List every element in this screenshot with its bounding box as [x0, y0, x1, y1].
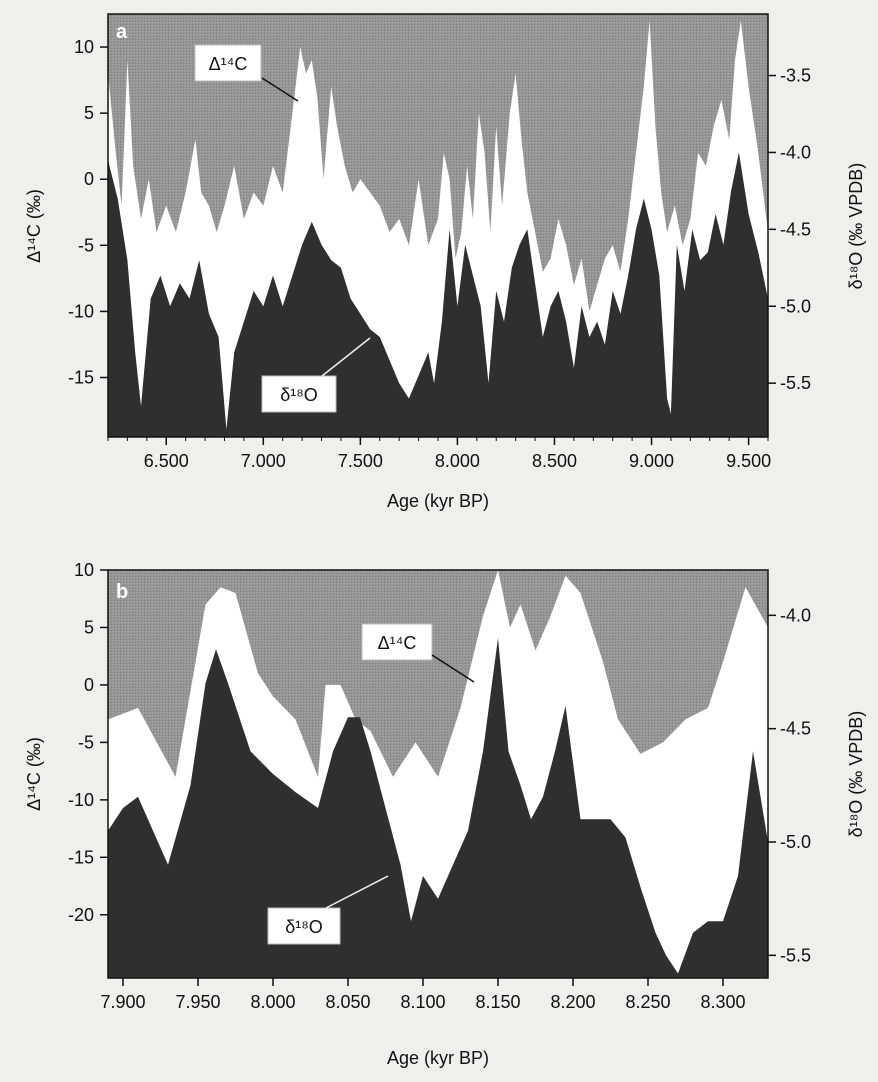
y-left-tick-label: -5 — [78, 235, 94, 255]
y-left-tick-label: -15 — [68, 847, 94, 867]
y-left-tick-label: 0 — [84, 675, 94, 695]
x-tick-label: 7.500 — [338, 451, 383, 471]
x-tick-label: 9.000 — [629, 451, 674, 471]
y-left-tick-label: 5 — [84, 617, 94, 637]
panel-b-right-axis-label: δ¹⁸O (‰ VPDB) — [846, 711, 866, 838]
panel-b-o18-curve-area — [108, 638, 768, 978]
panel-a-left-axis-label: Δ¹⁴C (‰) — [24, 189, 44, 263]
panel-b-label: b — [116, 581, 128, 603]
x-tick-label: 7.000 — [241, 451, 286, 471]
panel-b-o18-label: δ¹⁸O — [285, 917, 323, 937]
panel-b-c14-label: Δ¹⁴C — [378, 633, 417, 653]
panel-a-right-axis-ticks: -3.5 -4.0 -4.5 -5.0 -5.5 — [768, 66, 811, 393]
panel-b-x-axis-ticks: 7.900 7.950 8.000 8.050 8.100 8.150 8.200 8.250… — [100, 978, 746, 1012]
y-right-tick-label: -4.5 — [780, 719, 811, 739]
x-tick-label: 8.050 — [325, 992, 370, 1012]
x-tick-label: 6.500 — [144, 451, 189, 471]
y-left-tick-label: -10 — [68, 790, 94, 810]
panel-a-x-axis-ticks: 6.500 7.000 7.500 8.000 8.500 9.000 9.500 — [107, 437, 771, 471]
panel-a-o18-label-box — [261, 375, 337, 413]
x-tick-label: 8.300 — [700, 992, 745, 1012]
panel-a-left-axis-ticks: 10 5 0 -5 -10 -15 — [68, 37, 108, 388]
panel-a: 6.500 7.000 7.500 8.000 8.500 9.000 9.500 10 5 0… — [24, 13, 866, 511]
panel-a-right-axis-label: δ¹⁸O (‰ VPDB) — [846, 163, 866, 290]
y-left-tick-label: 0 — [84, 169, 94, 189]
x-tick-label: 7.950 — [175, 992, 220, 1012]
panel-b-c14-label-box — [361, 623, 433, 661]
panel-b-o18-leader-line — [325, 875, 389, 909]
y-right-tick-label: -5.0 — [780, 832, 811, 852]
panel-b-plot-frame — [107, 569, 769, 979]
panel-a-o18-leader-line — [321, 337, 371, 377]
x-tick-label: 8.100 — [400, 992, 445, 1012]
y-right-tick-label: -5.0 — [780, 296, 811, 316]
y-left-tick-label: 10 — [74, 560, 94, 580]
panel-a-o18-curve-area — [108, 152, 768, 437]
panel-b-right-axis-ticks: -4.0 -4.5 -5.0 -5.5 — [768, 605, 811, 965]
panel-b-c14-leader-line — [431, 654, 475, 683]
x-tick-label: 8.200 — [550, 992, 595, 1012]
panel-a-o18-label: δ¹⁸O — [280, 385, 318, 405]
y-left-tick-label: -10 — [68, 301, 94, 321]
panel-b-left-axis-label: Δ¹⁴C (‰) — [24, 737, 44, 811]
y-left-tick-label: 5 — [84, 103, 94, 123]
x-tick-label: 8.150 — [475, 992, 520, 1012]
panel-a-c14-label-box — [194, 44, 262, 82]
y-right-tick-label: -4.5 — [780, 219, 811, 239]
x-tick-label: 9.500 — [726, 451, 771, 471]
x-tick-label: 8.000 — [250, 992, 295, 1012]
y-right-tick-label: -4.0 — [780, 605, 811, 625]
panel-a-x-axis-label: Age (kyr BP) — [387, 491, 489, 511]
y-left-tick-label: -15 — [68, 368, 94, 388]
y-right-tick-label: -5.5 — [780, 373, 811, 393]
x-tick-label: 8.500 — [532, 451, 577, 471]
panel-a-label: a — [116, 21, 128, 43]
y-left-tick-label: -5 — [78, 732, 94, 752]
y-right-tick-label: -4.0 — [780, 142, 811, 162]
panel-b-o18-label-box — [267, 907, 341, 945]
y-right-tick-label: -3.5 — [780, 66, 811, 86]
x-tick-label: 8.250 — [625, 992, 670, 1012]
y-left-tick-label: 10 — [74, 37, 94, 57]
x-tick-label: 7.900 — [100, 992, 145, 1012]
y-right-tick-label: -5.5 — [780, 945, 811, 965]
y-left-tick-label: -20 — [68, 905, 94, 925]
panel-a-c14-leader-line — [261, 77, 299, 102]
panel-b-left-axis-ticks: 10 5 0 -5 -10 -15 -20 — [68, 560, 108, 925]
panel-b-x-axis-label: Age (kyr BP) — [387, 1048, 489, 1068]
panel-a-c14-label: Δ¹⁴C — [209, 54, 248, 74]
panel-b: 7.900 7.950 8.000 8.050 8.100 8.150 8.200 8.250… — [24, 560, 866, 1068]
x-tick-label: 8.000 — [435, 451, 480, 471]
